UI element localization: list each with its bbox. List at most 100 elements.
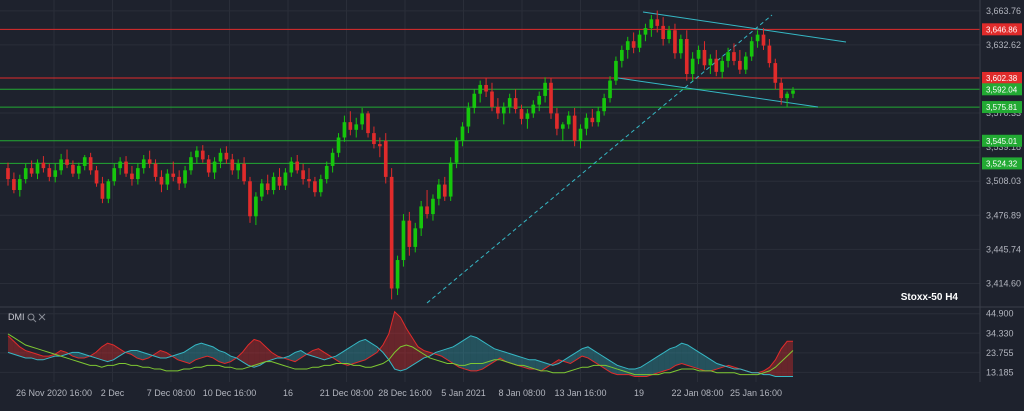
candle-body	[165, 173, 170, 185]
candle-body	[578, 128, 583, 141]
candle-body	[313, 181, 317, 193]
dmi-fill-area	[775, 348, 782, 377]
candle-body	[661, 25, 665, 40]
dmi-fill-area	[447, 346, 454, 364]
dmi-fill-area	[476, 337, 483, 371]
candle-body	[448, 162, 453, 197]
candle-body	[212, 161, 217, 173]
candle-body	[366, 113, 370, 134]
candle-body	[360, 113, 364, 125]
candle-body	[437, 184, 441, 199]
symbol-label: Stoxx-50 H4	[901, 292, 959, 303]
candle-body	[478, 84, 483, 94]
time-tick-label: 19	[634, 388, 644, 398]
candle-body	[236, 163, 241, 171]
candle-body	[118, 161, 122, 169]
dmi-indicator-pane[interactable]	[7, 310, 794, 377]
candle-body	[378, 144, 382, 147]
candle-body	[153, 163, 158, 177]
candle-body	[230, 159, 235, 171]
candle-body	[419, 206, 423, 229]
candle-body	[195, 150, 199, 158]
level-label-box	[982, 157, 1022, 170]
candle-body	[431, 198, 435, 215]
candle-body	[708, 58, 713, 66]
level-label: 3,646.86	[986, 25, 1018, 34]
dmi-fill-area	[511, 354, 518, 366]
candle-body	[425, 206, 429, 215]
price-tick-label: 3,539.18	[986, 142, 1021, 152]
price-tick-label: 3,445.74	[986, 244, 1021, 254]
level-label-box	[982, 83, 1022, 96]
candle-body	[183, 170, 187, 184]
candle-body	[35, 162, 40, 174]
candle-body	[720, 60, 725, 72]
dmi-fill-area	[224, 352, 231, 364]
candle-body	[254, 196, 258, 217]
candle-body	[543, 82, 547, 96]
dmi-fill-area	[418, 346, 424, 362]
dmi-fill-area	[587, 346, 594, 362]
time-tick-label: 2 Dec	[101, 388, 125, 398]
indicator-close-icon[interactable]	[38, 313, 46, 321]
indicator-tick-label: 34.330	[986, 328, 1014, 338]
time-axis[interactable]: 26 Nov 2020 16:00 2 Dec 7 Dec 08:00 10 Dec …	[16, 388, 782, 398]
dmi-fill-area	[570, 352, 577, 364]
candle-body	[330, 152, 335, 166]
dmi-fill-area	[189, 345, 196, 364]
candle-body	[389, 176, 394, 289]
level-price-labels: 3,646.86 3,602.38 3,592.04 3,575.81 3,545.01…	[982, 23, 1022, 170]
candle-body	[785, 93, 789, 99]
candle-body	[590, 117, 595, 123]
dmi-fill-area	[207, 345, 214, 358]
candle-body	[667, 30, 671, 40]
candle-body	[106, 181, 111, 199]
channel-upper-line[interactable]	[642, 11, 847, 43]
price-axis[interactable]: 3,663.763,632.623,570.333,539.183,508.03…	[986, 6, 1021, 289]
candle-body	[171, 173, 176, 177]
candle-body	[537, 95, 542, 105]
candle-body	[555, 113, 559, 129]
dmi-fill-area	[201, 343, 208, 358]
time-tick-label: 22 Jan 08:00	[671, 388, 723, 398]
dmi-fill-area	[365, 339, 372, 360]
dmi-fill-area	[300, 350, 307, 358]
candle-body	[283, 172, 288, 186]
candle-body	[206, 159, 211, 173]
dmi-fill-area	[664, 348, 670, 371]
grid	[0, 0, 980, 382]
candle-body	[631, 41, 636, 48]
dmi-fill-area	[658, 352, 665, 373]
candle-body	[779, 82, 784, 99]
dmi-fill-area	[312, 348, 319, 358]
candle-body	[519, 109, 524, 119]
dmi-fill-area	[646, 359, 653, 377]
candle-body	[743, 56, 748, 70]
candle-body	[177, 176, 181, 184]
candle-body	[702, 49, 707, 66]
dmi-fill-area	[529, 359, 536, 370]
dmi-fill-area	[459, 339, 465, 370]
candle-body	[372, 133, 376, 145]
candle-body	[218, 152, 223, 162]
dmi-fill-area	[652, 356, 659, 375]
candle-body	[726, 52, 730, 61]
dmi-fill-area	[541, 361, 547, 371]
candle-body	[23, 168, 28, 180]
candle-body	[65, 159, 69, 165]
candle-body	[401, 220, 406, 261]
candle-body	[336, 137, 341, 153]
dmi-fill-area	[500, 350, 506, 362]
indicator-axis[interactable]: 44.900 34.330 23.755 13.185	[986, 309, 1014, 378]
dmi-fill-area	[107, 343, 114, 362]
channel-lower-line[interactable]	[617, 77, 819, 108]
indicator-settings-icon[interactable]	[27, 313, 37, 323]
dmi-fill-area	[218, 350, 225, 364]
candlesticks[interactable]	[6, 10, 795, 300]
candle-body	[572, 115, 577, 141]
dmi-fill-area	[101, 343, 108, 362]
dmi-fill-area	[254, 339, 260, 368]
dmi-fill-area	[699, 352, 706, 371]
